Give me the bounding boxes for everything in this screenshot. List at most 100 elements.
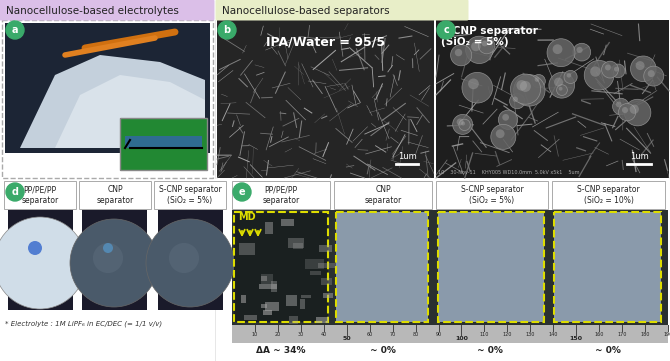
Text: 190: 190	[663, 332, 670, 337]
Text: 150: 150	[570, 336, 583, 341]
Text: c: c	[443, 25, 449, 35]
Circle shape	[93, 243, 123, 273]
FancyBboxPatch shape	[259, 284, 277, 289]
FancyBboxPatch shape	[334, 181, 432, 209]
Text: 90: 90	[436, 332, 442, 337]
Text: 10    30-Nov-11    KHY005 WD10.0mm  5.0kV x5k1    5um: 10 30-Nov-11 KHY005 WD10.0mm 5.0kV x5k1 …	[438, 170, 580, 175]
FancyBboxPatch shape	[293, 243, 304, 249]
Text: PP/PE/PP
separator: PP/PE/PP separator	[21, 185, 59, 205]
FancyBboxPatch shape	[158, 210, 223, 310]
FancyBboxPatch shape	[288, 238, 304, 248]
Text: 50: 50	[342, 336, 351, 341]
Circle shape	[517, 80, 527, 91]
Circle shape	[559, 87, 563, 91]
FancyBboxPatch shape	[0, 0, 214, 21]
FancyBboxPatch shape	[301, 295, 311, 299]
Circle shape	[513, 96, 518, 102]
Circle shape	[520, 81, 531, 92]
Circle shape	[605, 65, 611, 70]
Text: ~ 0%: ~ 0%	[477, 346, 503, 355]
Circle shape	[618, 104, 636, 121]
Text: 20: 20	[275, 332, 281, 337]
Text: e: e	[239, 187, 245, 197]
Text: ~ 0%: ~ 0%	[595, 346, 621, 355]
Circle shape	[644, 66, 664, 86]
Text: (SiO₂ = 5%): (SiO₂ = 5%)	[441, 37, 509, 47]
FancyBboxPatch shape	[265, 222, 273, 234]
FancyBboxPatch shape	[8, 210, 73, 310]
Circle shape	[630, 105, 639, 114]
Circle shape	[622, 107, 628, 113]
Text: 100: 100	[455, 336, 468, 341]
Text: S-CNP separator
(SiO₂ = 5%): S-CNP separator (SiO₂ = 5%)	[461, 185, 523, 205]
Text: Nanocellulose-based electrolytes: Nanocellulose-based electrolytes	[6, 6, 179, 16]
Text: ~ 0%: ~ 0%	[370, 346, 396, 355]
Circle shape	[0, 217, 86, 309]
Circle shape	[457, 118, 464, 125]
Text: S-CNP separator: S-CNP separator	[441, 26, 538, 36]
FancyBboxPatch shape	[323, 293, 332, 298]
Text: PP/PE/PP
separator: PP/PE/PP separator	[263, 185, 299, 205]
Circle shape	[502, 114, 509, 121]
Circle shape	[218, 21, 236, 39]
FancyBboxPatch shape	[321, 278, 332, 285]
Text: ΔA ~ 34%: ΔA ~ 34%	[256, 346, 306, 355]
Circle shape	[564, 70, 577, 83]
Text: 120: 120	[502, 332, 512, 337]
FancyBboxPatch shape	[79, 181, 151, 209]
FancyBboxPatch shape	[436, 20, 669, 178]
FancyBboxPatch shape	[245, 315, 257, 320]
Circle shape	[28, 241, 42, 255]
FancyBboxPatch shape	[336, 212, 428, 322]
Circle shape	[602, 61, 618, 78]
Circle shape	[482, 41, 488, 47]
Text: d: d	[11, 187, 19, 197]
FancyBboxPatch shape	[285, 295, 297, 306]
Text: 180: 180	[641, 332, 650, 337]
Circle shape	[233, 183, 251, 201]
Circle shape	[630, 56, 656, 82]
FancyBboxPatch shape	[318, 263, 336, 268]
Circle shape	[437, 21, 455, 39]
FancyBboxPatch shape	[271, 281, 277, 292]
Circle shape	[70, 219, 158, 307]
Text: S-CNP separator
(SiO₂ = 5%): S-CNP separator (SiO₂ = 5%)	[159, 185, 221, 205]
Circle shape	[590, 66, 600, 77]
Circle shape	[6, 183, 24, 201]
Circle shape	[513, 75, 545, 106]
FancyBboxPatch shape	[261, 276, 267, 281]
Text: 80: 80	[413, 332, 419, 337]
Circle shape	[532, 74, 545, 88]
Circle shape	[510, 93, 525, 109]
FancyBboxPatch shape	[436, 181, 548, 209]
FancyBboxPatch shape	[232, 210, 668, 325]
FancyBboxPatch shape	[2, 20, 213, 178]
Circle shape	[471, 42, 480, 51]
FancyBboxPatch shape	[217, 20, 434, 178]
Text: 40: 40	[321, 332, 327, 337]
Circle shape	[478, 37, 495, 54]
FancyBboxPatch shape	[554, 212, 661, 322]
Text: 130: 130	[526, 332, 535, 337]
FancyBboxPatch shape	[234, 212, 328, 322]
Text: 1um: 1um	[397, 152, 416, 161]
FancyBboxPatch shape	[299, 299, 306, 309]
Text: * Electrolyte : 1M LiPF₆ in EC/DEC (= 1/1 v/v): * Electrolyte : 1M LiPF₆ in EC/DEC (= 1/…	[5, 320, 162, 327]
FancyBboxPatch shape	[232, 325, 668, 343]
FancyBboxPatch shape	[261, 274, 273, 284]
Circle shape	[103, 243, 113, 253]
FancyBboxPatch shape	[438, 212, 544, 322]
Circle shape	[549, 73, 575, 98]
Circle shape	[636, 61, 645, 70]
Text: 160: 160	[594, 332, 604, 337]
FancyBboxPatch shape	[120, 118, 207, 170]
Circle shape	[567, 73, 572, 78]
Circle shape	[511, 74, 541, 104]
FancyBboxPatch shape	[82, 210, 147, 310]
Circle shape	[450, 45, 472, 66]
Circle shape	[169, 243, 199, 273]
FancyBboxPatch shape	[154, 181, 226, 209]
Circle shape	[554, 78, 563, 87]
Circle shape	[584, 60, 614, 90]
Circle shape	[468, 78, 479, 89]
